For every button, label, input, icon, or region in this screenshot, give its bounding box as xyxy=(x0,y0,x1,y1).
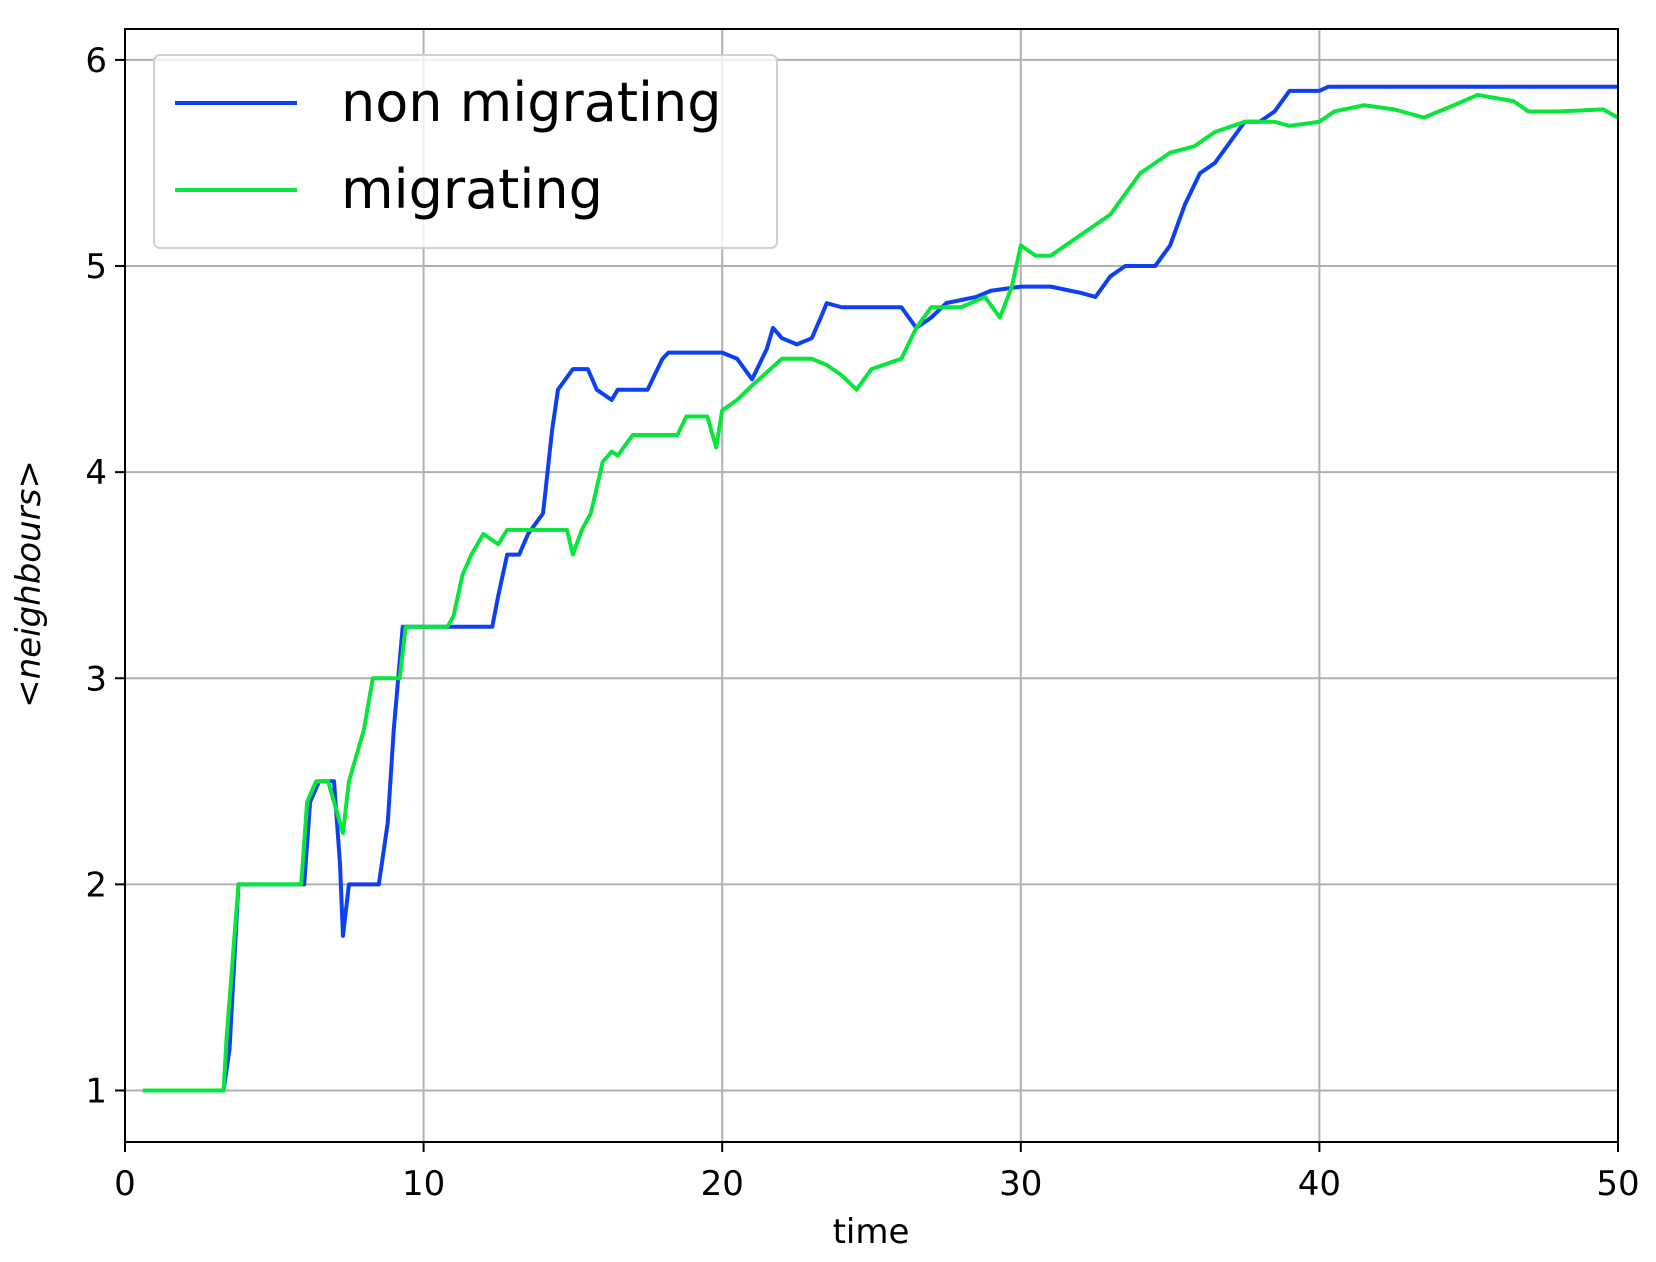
lines xyxy=(142,84,1619,1093)
y-tick-label: 1 xyxy=(85,1071,107,1111)
legend: non migrating migrating xyxy=(153,54,778,249)
x-tick-label: 40 xyxy=(1298,1164,1341,1204)
x-tick-label: 30 xyxy=(999,1164,1042,1204)
x-tick-label: 0 xyxy=(114,1164,136,1204)
ticks: 0 10 20 30 40 50 1 2 3 4 5 6 xyxy=(85,41,1639,1204)
plot-frame xyxy=(124,28,1619,1143)
data-line xyxy=(142,84,1618,1093)
x-tick-label: 20 xyxy=(701,1164,744,1204)
legend-label: migrating xyxy=(341,158,603,221)
y-tick-label: 4 xyxy=(85,453,107,493)
y-tick-label: 3 xyxy=(85,659,107,699)
legend-box xyxy=(153,54,778,249)
legend-label: non migrating xyxy=(341,71,722,134)
x-tick-label: 10 xyxy=(402,1164,445,1204)
y-tick-label: 6 xyxy=(85,41,107,81)
y-tick-label: 5 xyxy=(85,247,107,287)
y-tick-label: 2 xyxy=(85,865,107,905)
x-tick-label: 50 xyxy=(1596,1164,1639,1204)
y-axis-label: <neighbours> xyxy=(9,460,49,708)
data-line xyxy=(142,92,1619,1093)
x-axis-label: time xyxy=(833,1212,910,1252)
